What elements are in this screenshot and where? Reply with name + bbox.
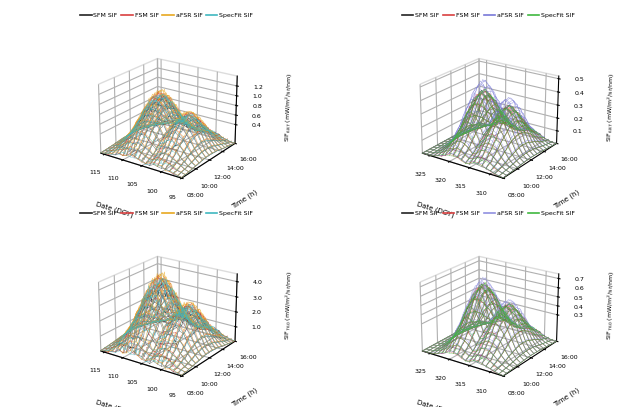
Y-axis label: Time (h): Time (h) xyxy=(231,386,259,407)
Legend: SFM SIF, FSM SIF, aFSR SIF, SpecFit SIF: SFM SIF, FSM SIF, aFSR SIF, SpecFit SIF xyxy=(399,10,577,21)
Y-axis label: Time (h): Time (h) xyxy=(552,386,580,407)
X-axis label: Date (DOY): Date (DOY) xyxy=(417,399,455,407)
Legend: SFM SIF, FSM SIF, aFSR SIF, SpecFit SIF: SFM SIF, FSM SIF, aFSR SIF, SpecFit SIF xyxy=(78,208,256,219)
X-axis label: Date (DOY): Date (DOY) xyxy=(95,201,134,219)
Y-axis label: Time (h): Time (h) xyxy=(552,188,580,210)
X-axis label: Date (DOY): Date (DOY) xyxy=(417,201,455,219)
Legend: SFM SIF, FSM SIF, aFSR SIF, SpecFit SIF: SFM SIF, FSM SIF, aFSR SIF, SpecFit SIF xyxy=(399,208,577,219)
X-axis label: Date (DOY): Date (DOY) xyxy=(95,399,134,407)
Legend: SFM SIF, FSM SIF, aFSR SIF, SpecFit SIF: SFM SIF, FSM SIF, aFSR SIF, SpecFit SIF xyxy=(78,10,256,21)
Y-axis label: Time (h): Time (h) xyxy=(231,188,259,210)
